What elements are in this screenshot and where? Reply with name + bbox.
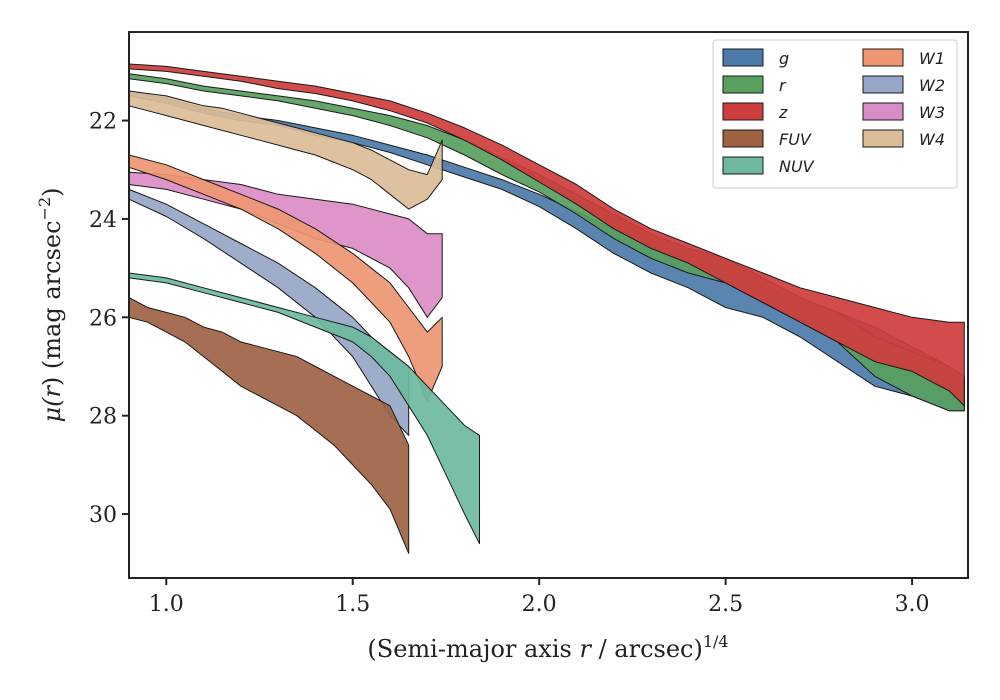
- legend-label-w1: W1: [919, 49, 945, 68]
- legend-label-z: z: [778, 103, 788, 122]
- series-band-w4: [129, 90, 443, 210]
- legend-swatch-r: [722, 75, 764, 94]
- x-tick-label: 1.5: [335, 592, 370, 617]
- legend-swatch-w1: [862, 48, 904, 67]
- legend-swatch-w2: [862, 75, 904, 94]
- y-tick-label: 26: [89, 306, 117, 331]
- series-band-fuv: [129, 297, 410, 554]
- legend-swatch-g: [722, 48, 764, 67]
- x-axis-ticks: 1.0 1.5 2.0 2.5 3.0: [149, 578, 930, 617]
- plot-frame: [128, 31, 969, 579]
- series-layer: [129, 63, 965, 554]
- x-tick-label: 2.5: [708, 592, 743, 617]
- y-axis-label: μ(r) (mag arcsec−2): [35, 187, 66, 422]
- legend-label-g: g: [779, 49, 789, 68]
- y-tick-label: 22: [89, 110, 117, 135]
- series-band-w3: [129, 171, 443, 318]
- series-band-r: [129, 73, 965, 412]
- x-tick-label: 2.0: [522, 592, 557, 617]
- legend-label-r: r: [779, 76, 787, 95]
- x-tick-label: 1.0: [149, 592, 184, 617]
- y-tick-label: 28: [89, 405, 117, 430]
- y-axis-ticks: 22 24 26 28 30: [89, 110, 129, 528]
- legend-swatch-nuv: [722, 156, 764, 175]
- legend-label-nuv: NUV: [779, 157, 815, 176]
- legend-swatch-w3: [862, 102, 904, 121]
- legend-swatch-w4: [862, 129, 904, 148]
- legend-label-w4: W4: [919, 130, 945, 149]
- legend-label-w3: W3: [919, 103, 945, 122]
- legend-swatch-fuv: [722, 129, 764, 148]
- x-axis-label: (Semi-major axis r / arcsec)1/4: [367, 632, 728, 663]
- legend-label-fuv: FUV: [779, 130, 812, 149]
- series-band-w1: [129, 154, 443, 402]
- legend-swatch-z: [722, 102, 764, 121]
- x-tick-label: 3.0: [895, 592, 930, 617]
- y-tick-label: 24: [89, 208, 117, 233]
- series-band-nuv: [129, 272, 480, 545]
- series-band-w2: [129, 188, 410, 436]
- y-tick-label: 30: [89, 503, 117, 528]
- legend: grz FUV NUV W1 W2 W3 W4: [712, 39, 958, 189]
- legend-label-w2: W2: [919, 76, 945, 95]
- series-band-z: [129, 63, 965, 407]
